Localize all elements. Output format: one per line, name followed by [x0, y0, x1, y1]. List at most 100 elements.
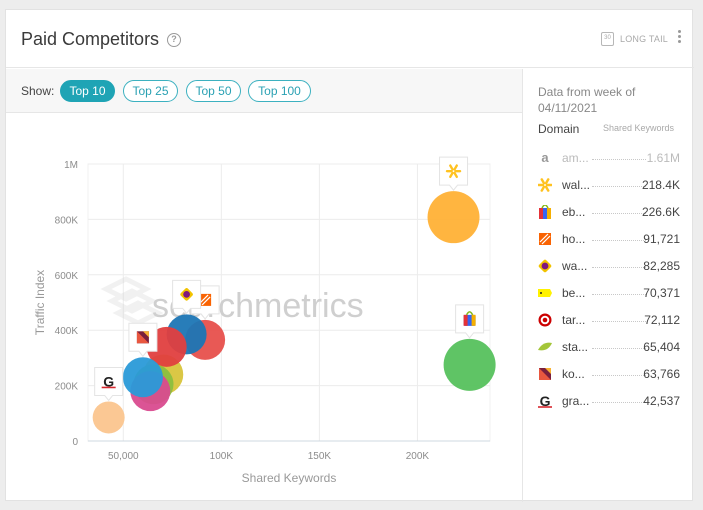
- competitor-list-panel: Data from week of 04/11/2021 Domain Shar…: [522, 69, 694, 502]
- competitor-domain[interactable]: eb...: [562, 205, 586, 219]
- long-tail-link[interactable]: LONG TAIL: [620, 34, 668, 44]
- shared-keywords-column-header: Shared Keywords: [603, 123, 675, 133]
- target-icon: [538, 313, 552, 327]
- dotted-leader: [592, 186, 646, 187]
- competitor-row[interactable]: tar... 72,112: [538, 310, 680, 330]
- shared-keywords-value: 70,371: [643, 286, 680, 300]
- shared-keywords-value: 63,766: [643, 367, 680, 381]
- x-tick-label: 50,000: [108, 451, 139, 462]
- callout-walmart[interactable]: [439, 156, 469, 191]
- dotted-leader: [592, 240, 646, 241]
- competitor-row[interactable]: a am... 1.61M: [538, 148, 680, 168]
- callout-ebay[interactable]: [455, 304, 485, 339]
- home-depot-icon: [199, 293, 212, 306]
- grainger-icon: G: [101, 373, 116, 389]
- shared-keywords-value: 226.6K: [641, 205, 680, 219]
- kohls-icon: [539, 368, 551, 380]
- show-top-50-button[interactable]: Top 50: [186, 80, 241, 102]
- show-top-10-button[interactable]: Top 10: [60, 80, 115, 102]
- competitor-row[interactable]: sta... 65,404: [538, 337, 680, 357]
- shared-keywords-value: 65,404: [643, 340, 680, 354]
- competitor-domain[interactable]: tar...: [562, 313, 586, 327]
- competitor-row[interactable]: wa... 82,285: [538, 256, 680, 276]
- dotted-leader: [592, 213, 646, 214]
- competitor-domain[interactable]: sta...: [562, 340, 589, 354]
- dotted-leader: [592, 348, 646, 349]
- svg-text:G: G: [540, 394, 551, 408]
- competitor-domain[interactable]: ko...: [562, 367, 585, 381]
- domain-column-header: Domain: [538, 122, 580, 136]
- show-label: Show:: [21, 84, 55, 98]
- card-title: Paid Competitors: [21, 29, 160, 49]
- ebay-icon: [539, 205, 551, 219]
- shared-keywords-value: 1.61M: [646, 151, 680, 165]
- competitor-domain[interactable]: wal...: [562, 178, 591, 192]
- bubble-grainger[interactable]: [92, 401, 125, 434]
- competitor-domain[interactable]: gra...: [562, 394, 590, 408]
- scatter-chart: 0 200K 400K 600K 800K 1M 50,000 100K 150K 200K Sha…: [33, 156, 496, 485]
- y-tick-label: 200K: [55, 382, 79, 393]
- y-tick-label: 400K: [55, 326, 79, 337]
- dotted-leader: [592, 375, 646, 376]
- bubble-walmart[interactable]: [427, 191, 480, 244]
- competitor-domain[interactable]: wa...: [562, 259, 588, 273]
- y-tick-label: 800K: [55, 215, 79, 226]
- x-tick-label: 200K: [406, 451, 430, 462]
- kohls-icon: [136, 331, 149, 344]
- competitor-domain[interactable]: be...: [562, 286, 586, 300]
- best-buy-icon: [538, 289, 552, 297]
- x-tick-label: 150K: [308, 451, 332, 462]
- staples-icon: [538, 342, 552, 351]
- walmart-icon: [445, 164, 462, 179]
- competitor-domain[interactable]: ho...: [562, 232, 586, 246]
- card-header: Paid Competitors ? 30 LONG TAIL: [6, 10, 694, 68]
- dotted-leader: [592, 267, 646, 268]
- ebay-icon: [463, 311, 476, 326]
- dotted-leader: [592, 159, 646, 160]
- show-filter-bar: Show: Top 10 Top 25 Top 50 Top 100: [6, 69, 522, 113]
- paid-competitors-card: Paid Competitors ? 30 LONG TAIL Show: To…: [5, 9, 694, 502]
- watermark-logo: [100, 276, 164, 326]
- shared-keywords-value: 72,112: [644, 313, 680, 327]
- y-tick-label: 0: [72, 437, 78, 448]
- help-icon[interactable]: ?: [167, 33, 181, 47]
- x-axis-label: Shared Keywords: [242, 471, 337, 485]
- shared-keywords-value: 42,537: [643, 394, 680, 408]
- wayfair-icon: [180, 288, 193, 301]
- competitor-row[interactable]: ho... 91,721: [538, 229, 680, 249]
- wayfair-icon: [538, 259, 552, 273]
- competitor-row[interactable]: ko... 63,766: [538, 364, 680, 384]
- dotted-leader: [592, 402, 646, 403]
- show-top-25-button[interactable]: Top 25: [123, 80, 178, 102]
- dotted-leader: [592, 321, 646, 322]
- shared-keywords-value: 82,285: [643, 259, 680, 273]
- callout-kohls[interactable]: [128, 322, 158, 358]
- shared-keywords-value: 218.4K: [641, 178, 680, 192]
- walmart-icon: [538, 178, 552, 192]
- amazon-icon: a: [541, 151, 549, 165]
- x-tick-label: 100K: [210, 451, 234, 462]
- home-depot-icon: [539, 233, 551, 245]
- competitor-row[interactable]: be... 70,371: [538, 283, 680, 303]
- data-week-label: Data from week of 04/11/2021: [538, 85, 636, 115]
- chart-area: 0 200K 400K 600K 800K 1M 50,000 100K 150K 200K Sha…: [6, 113, 522, 502]
- svg-text:G: G: [103, 373, 114, 389]
- grainger-icon: G: [538, 394, 552, 408]
- dotted-leader: [592, 294, 646, 295]
- more-options-icon[interactable]: [676, 30, 682, 46]
- y-tick-label: 600K: [55, 271, 79, 282]
- bubble-ebay[interactable]: [443, 338, 496, 391]
- svg-text:a: a: [541, 151, 549, 165]
- show-top-100-button[interactable]: Top 100: [248, 80, 311, 102]
- callout-wayfair[interactable]: [172, 279, 202, 315]
- y-axis-label: Traffic Index: [33, 270, 47, 335]
- calendar-icon[interactable]: 30: [601, 32, 614, 46]
- competitor-row[interactable]: wal... 218.4K: [538, 175, 680, 195]
- y-tick-label: 1M: [64, 160, 78, 171]
- competitor-row[interactable]: eb... 226.6K: [538, 202, 680, 222]
- shared-keywords-value: 91,721: [643, 232, 680, 246]
- bubble-kohls-2[interactable]: [122, 357, 163, 398]
- callout-grainger[interactable]: G: [94, 366, 124, 402]
- competitor-domain[interactable]: am...: [562, 151, 589, 165]
